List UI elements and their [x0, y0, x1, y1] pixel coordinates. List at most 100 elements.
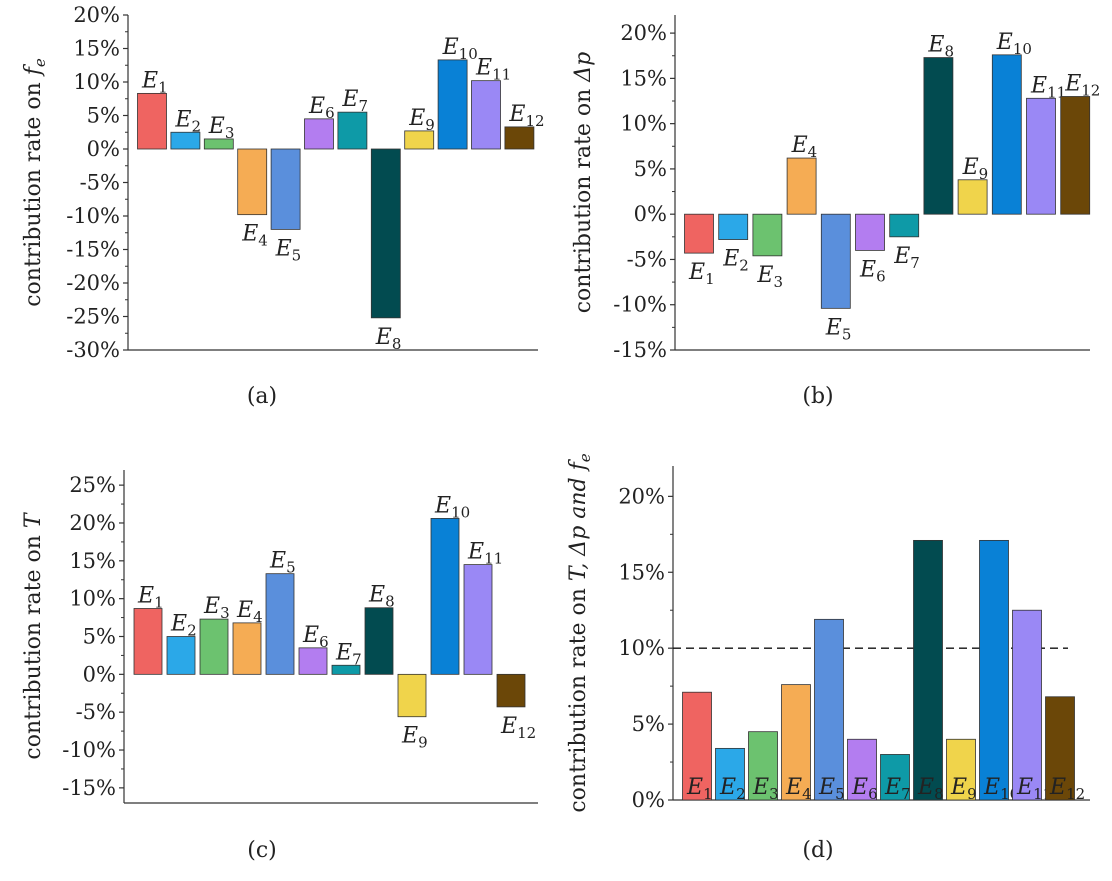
y-tick-label: 0% — [87, 137, 120, 161]
bar-label-sub: 3 — [220, 604, 230, 622]
bar-label: E6 — [859, 257, 886, 285]
bar-e1[interactable] — [684, 213, 714, 254]
bar-label-sub: 7 — [352, 650, 362, 668]
bar-label-base: E — [917, 775, 934, 800]
bar-label: E8 — [368, 583, 395, 611]
y-tick-label: -25% — [66, 305, 120, 329]
bar-label-sub: 6 — [325, 104, 335, 122]
bar-e12[interactable] — [496, 673, 526, 708]
bar-label: E12 — [500, 714, 536, 742]
bar-label: E10 — [442, 35, 478, 63]
bar-label: E11 — [467, 540, 503, 568]
bar-label-base: E — [170, 612, 187, 637]
bar-e8[interactable] — [364, 607, 394, 675]
bar-e9[interactable] — [957, 179, 988, 215]
y-axis-label-sub: e — [31, 58, 49, 67]
bar-label-base: E — [236, 598, 253, 623]
bar-label-sub: 5 — [286, 559, 296, 577]
bar-e10[interactable] — [979, 539, 1009, 801]
bar-e4[interactable] — [781, 684, 811, 801]
bar-e10[interactable] — [437, 59, 468, 150]
bar-e5[interactable] — [265, 573, 295, 675]
y-tick-label: 20% — [618, 484, 665, 508]
bar-label-sub: 12 — [517, 724, 536, 742]
bar-label-base: E — [1049, 775, 1066, 800]
bar-label-base: E — [434, 493, 451, 518]
bar-e5[interactable] — [820, 213, 851, 309]
bar-label: E12 — [1049, 775, 1085, 803]
bar-e12[interactable] — [1045, 696, 1075, 801]
bar-e12[interactable] — [1060, 96, 1091, 215]
bar-e8[interactable] — [913, 539, 943, 801]
bar-label-sub: 11 — [484, 550, 503, 568]
bar-label: E7 — [893, 244, 920, 272]
bar-e3[interactable] — [748, 731, 778, 801]
bar-label-sub: 5 — [842, 325, 852, 343]
bar-label-base: E — [1064, 71, 1081, 96]
bar-label-base: E — [996, 30, 1013, 55]
bar-e10[interactable] — [991, 54, 1022, 215]
bar-label-base: E — [927, 33, 944, 58]
y-tick-label: -15% — [66, 238, 120, 262]
bar-e11[interactable] — [1012, 609, 1042, 801]
bar-e1[interactable] — [137, 92, 167, 150]
bar-e3[interactable] — [752, 213, 783, 257]
bar-label: E9 — [962, 155, 989, 183]
bar-e9[interactable] — [404, 130, 435, 150]
y-tick-label: -5% — [627, 247, 667, 271]
bar-e4[interactable] — [232, 622, 262, 675]
bar-e2[interactable] — [170, 131, 201, 150]
bar-e9[interactable] — [397, 673, 427, 718]
bar-e10[interactable] — [430, 518, 460, 675]
bar-e9[interactable] — [946, 738, 976, 801]
bar-e2[interactable] — [718, 213, 749, 240]
y-tick-label: -10% — [613, 293, 667, 317]
y-tick-label: -15% — [62, 776, 116, 800]
bar-e3[interactable] — [203, 138, 234, 150]
bar-e2[interactable] — [166, 636, 196, 675]
bar-e4[interactable] — [786, 157, 817, 215]
panel-caption: (c) — [247, 838, 277, 863]
bar-label-sub: 5 — [835, 785, 845, 803]
bar-label-sub: 8 — [944, 43, 954, 61]
y-tick-label: 0% — [83, 662, 116, 686]
bar-e6[interactable] — [298, 647, 328, 675]
bar-label-sub: 2 — [191, 117, 201, 135]
bar-label-base: E — [752, 775, 769, 800]
bar-e6[interactable] — [855, 213, 885, 251]
bar-label-sub: 8 — [934, 785, 944, 803]
bar-e6[interactable] — [304, 118, 334, 150]
bar-e8[interactable] — [370, 148, 401, 319]
bar-e12[interactable] — [504, 126, 535, 150]
bar-label-base: E — [962, 155, 979, 180]
bar-label-base: E — [851, 775, 868, 800]
bar-e11[interactable] — [1026, 97, 1056, 215]
y-axis-label: contribution rate on Δp — [571, 52, 596, 314]
bar-e6[interactable] — [847, 738, 877, 801]
bar-e7[interactable] — [331, 664, 361, 675]
bar-label-sub: 1 — [705, 270, 715, 288]
bar-e11[interactable] — [471, 80, 501, 150]
bar-e11[interactable] — [463, 564, 493, 675]
y-tick-label: 10% — [620, 112, 667, 136]
bar-label: E4 — [791, 133, 818, 161]
bar-e5[interactable] — [270, 148, 301, 230]
y-tick-label: 10% — [73, 70, 120, 94]
bar-label: E1 — [686, 775, 713, 803]
y-axis-label: contribution rate on T — [21, 511, 46, 760]
chart-panel-a: 20%15%10%5%0%-5%-10%-15%-20%-25%-30%E1E2… — [21, 3, 545, 409]
bar-e1[interactable] — [133, 608, 163, 675]
bar-e4[interactable] — [237, 148, 268, 216]
bar-label-sub: 6 — [319, 633, 329, 651]
bar-e7[interactable] — [889, 213, 920, 238]
bar-e2[interactable] — [715, 747, 745, 801]
bar-label: E4 — [236, 598, 263, 626]
bar-e7[interactable] — [337, 111, 368, 150]
bar-e5[interactable] — [814, 618, 844, 801]
bar-e3[interactable] — [199, 618, 229, 675]
bar-e8[interactable] — [923, 57, 954, 215]
bar-label-base: E — [368, 583, 385, 608]
bar-label: E12 — [508, 102, 544, 130]
bar-e7[interactable] — [880, 754, 910, 801]
bar-e1[interactable] — [682, 691, 712, 801]
